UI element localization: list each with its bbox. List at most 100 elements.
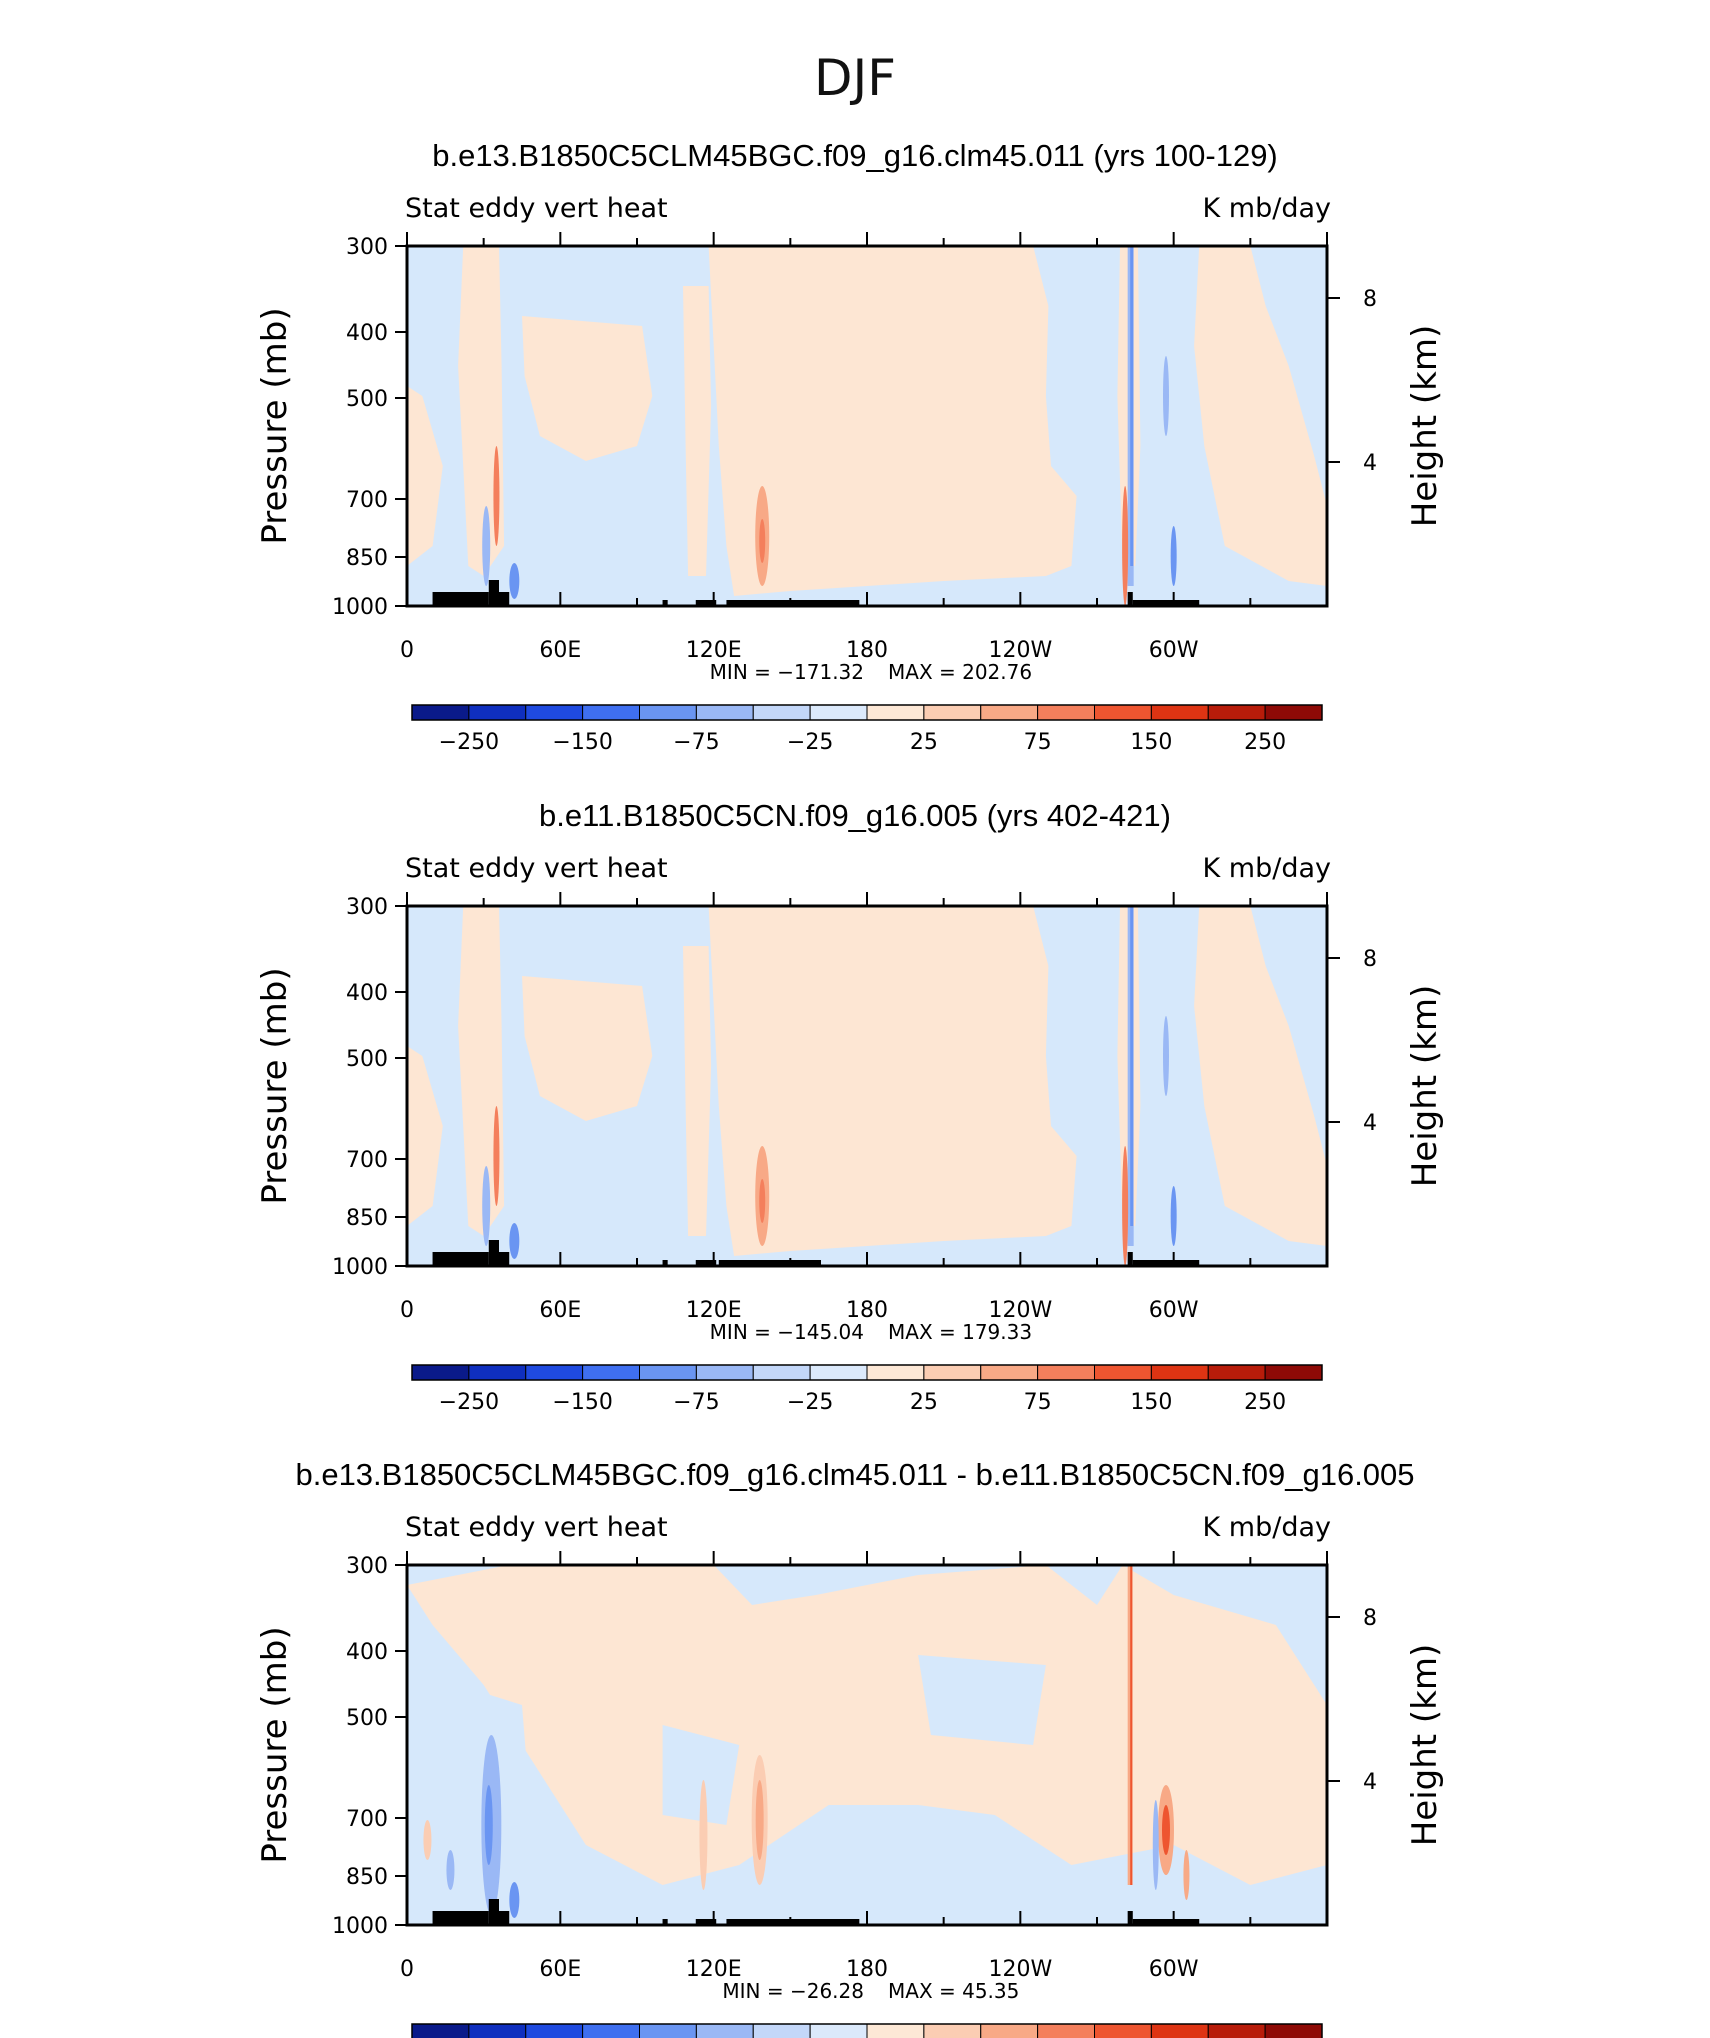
y-tick-label: 1000	[332, 1914, 388, 1939]
left-string: Stat eddy vert heat	[405, 853, 668, 884]
colorbar-swatch	[980, 1364, 1039, 1381]
colorbar-swatch	[695, 1364, 754, 1381]
terrain-block	[432, 1252, 489, 1266]
colorbar-swatch	[1037, 2023, 1095, 2038]
y-tick-label: 400	[346, 1640, 388, 1665]
terrain-block	[432, 592, 489, 606]
x-tick-label: 120W	[988, 638, 1052, 663]
min-label: MIN = −26.28	[722, 1979, 864, 2003]
cool-core-africa	[482, 1166, 491, 1246]
y-tick-label: 1000	[332, 1255, 388, 1280]
terrain-block	[499, 592, 510, 606]
colorbar-swatch	[695, 704, 754, 721]
y2-tick-label: 8	[1363, 947, 1377, 972]
colorbar-swatch	[1037, 1364, 1095, 1381]
x-tick-label: 120W	[988, 1298, 1052, 1323]
colorbar-swatch	[1150, 1364, 1209, 1381]
cool-diff-africa-core	[484, 1785, 493, 1865]
terrain-block	[499, 1911, 510, 1925]
colorbar-swatch	[1264, 704, 1323, 721]
terrain-block	[726, 600, 860, 606]
y-tick-label: 1000	[332, 595, 388, 620]
x-tick-label: 0	[400, 638, 414, 663]
terrain-block	[488, 1240, 499, 1266]
warm-region-africa	[458, 246, 505, 576]
cool-band-andes-core	[1130, 906, 1134, 1226]
colorbar-swatch	[980, 704, 1039, 721]
y2-axis-label: Height (km)	[1405, 1644, 1445, 1847]
y-tick-label: 500	[346, 1706, 388, 1731]
y2-tick-label: 8	[1363, 287, 1377, 312]
x-tick-label: 180	[846, 1298, 888, 1323]
y2-tick-label: 4	[1363, 451, 1377, 476]
colorbar-swatch	[582, 704, 640, 721]
colorbar-label: 150	[1130, 1390, 1172, 1415]
panel-1: b.e13.B1850C5CLM45BGC.f09_g16.clm45.011 …	[255, 138, 1445, 755]
colorbar-swatch	[468, 1364, 527, 1381]
colorbar-swatch	[809, 704, 868, 721]
cool-core-atlantic	[1163, 356, 1169, 436]
terrain-block	[726, 1919, 860, 1925]
y2-axis-label: Height (km)	[1405, 985, 1445, 1188]
panel-3: b.e13.B1850C5CLM45BGC.f09_g16.clm45.011 …	[255, 1457, 1445, 2038]
y-tick-label: 850	[346, 1865, 388, 1890]
y-tick-label: 300	[346, 895, 388, 920]
colorbar-swatch	[525, 1364, 584, 1381]
colorbar-label: 75	[1024, 1390, 1052, 1415]
warm-region-atlantic	[1194, 906, 1327, 1246]
y2-tick-label: 4	[1363, 1770, 1377, 1795]
warm-core-andes	[1122, 486, 1129, 606]
colorbar-swatch	[695, 2023, 754, 2038]
right-string: K mb/day	[1203, 853, 1332, 884]
colorbar-swatch	[923, 704, 982, 721]
colorbar-swatch	[752, 2023, 811, 2038]
colorbar-swatch	[1037, 704, 1095, 721]
y-axis-label: Pressure (mb)	[255, 307, 295, 544]
colorbar-swatch	[1207, 2023, 1266, 2038]
colorbar-label: 150	[1130, 730, 1172, 755]
colorbar-swatch	[1207, 704, 1266, 721]
terrain-block	[1132, 1260, 1200, 1266]
colorbar-label: 25	[910, 1390, 938, 1415]
terrain-block	[1132, 600, 1200, 606]
colorbar-swatch	[525, 2023, 584, 2038]
warm-diff-pacific-core	[755, 1780, 764, 1860]
warm-region-pacific	[708, 906, 1077, 1256]
colorbar-swatch	[468, 704, 527, 721]
colorbar-label: 250	[1244, 730, 1286, 755]
colorbar-swatch	[752, 1364, 811, 1381]
terrain-block	[488, 580, 499, 606]
cool-band-andes-core	[1130, 246, 1134, 566]
warm-diff-atlantic-core	[1162, 1805, 1170, 1855]
y2-axis-label: Height (km)	[1405, 325, 1445, 528]
y-tick-label: 700	[346, 1807, 388, 1832]
terrain-block	[695, 1919, 717, 1925]
x-tick-label: 60E	[539, 1298, 581, 1323]
colorbar-swatch	[639, 2023, 697, 2038]
warm-region-east-asia	[683, 286, 712, 576]
colorbar-swatch	[980, 2023, 1039, 2038]
y-tick-label: 700	[346, 1148, 388, 1173]
terrain-block	[695, 1260, 717, 1266]
y-axis-label: Pressure (mb)	[255, 1626, 295, 1863]
colorbar-swatch	[639, 1364, 697, 1381]
y-tick-label: 400	[346, 981, 388, 1006]
panel-title: b.e11.B1850C5CN.f09_g16.005 (yrs 402-421…	[539, 798, 1171, 833]
colorbar-label: −250	[439, 730, 499, 755]
cool-core-atlantic-low	[1170, 526, 1177, 586]
x-tick-label: 120E	[686, 1298, 742, 1323]
colorbar-label: 25	[910, 730, 938, 755]
warm-diff-atlantic-low	[1183, 1850, 1190, 1900]
colorbar-label: 250	[1244, 1390, 1286, 1415]
colorbar-swatch	[1094, 704, 1152, 721]
left-string: Stat eddy vert heat	[405, 193, 668, 224]
warm-region-west	[407, 386, 443, 566]
terrain-block	[662, 1260, 668, 1266]
colorbar-swatch	[1207, 1364, 1266, 1381]
terrain-block	[1127, 592, 1133, 606]
y-tick-label: 300	[346, 1554, 388, 1579]
warm-core-pacific-inner	[759, 1179, 766, 1223]
x-tick-label: 60E	[539, 638, 581, 663]
terrain-block	[662, 1919, 668, 1925]
cool-diff-west-africa	[446, 1850, 455, 1890]
